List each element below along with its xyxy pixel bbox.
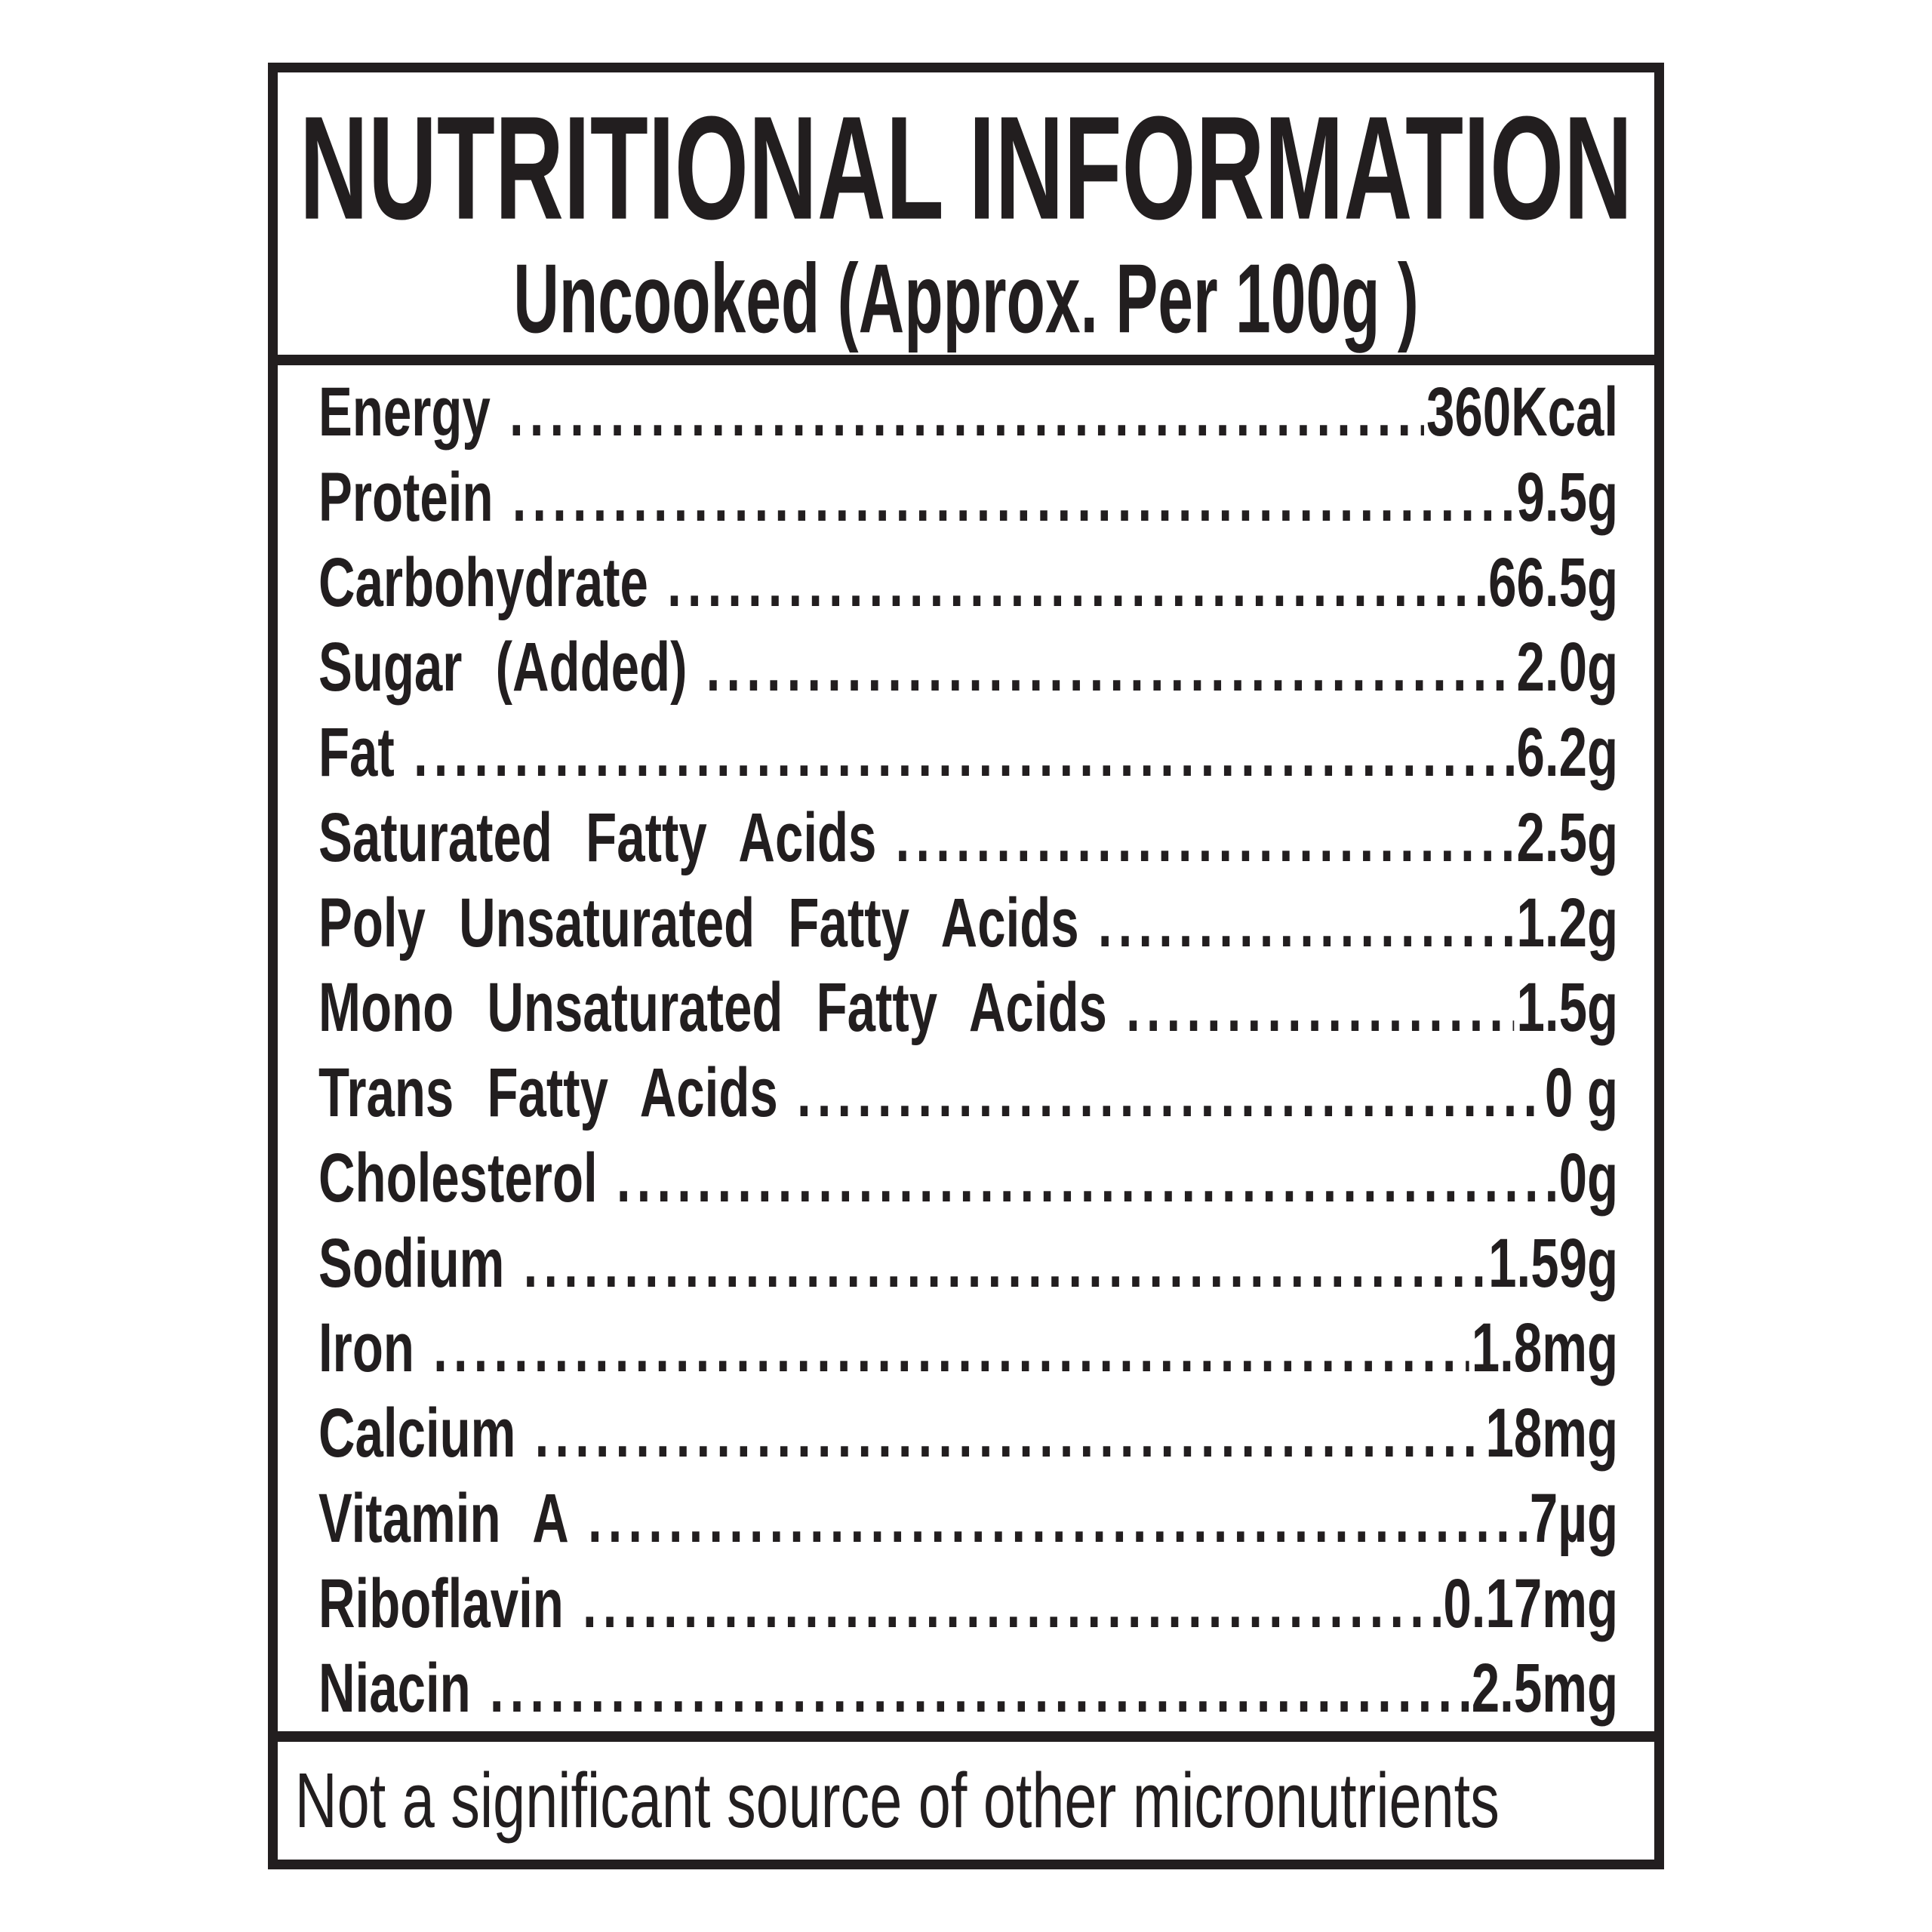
dotted-leader: ........................................… <box>667 547 1486 617</box>
nutrient-label: Vitamin A <box>318 1479 569 1557</box>
nutrient-value: 1.2g <box>1516 884 1619 961</box>
nutrient-row: Saturated Fatty Acids ..................… <box>318 789 1618 887</box>
label-footer: Not a significant source of other micron… <box>278 1742 1654 1860</box>
dotted-leader: ........................................… <box>616 1143 1556 1214</box>
nutrient-row: Sodium .................................… <box>318 1214 1618 1312</box>
nutrient-row: Trans Fatty Acids ......................… <box>318 1044 1618 1143</box>
nutrient-label: Cholesterol <box>318 1139 598 1217</box>
nutrient-value: 1.59g <box>1488 1224 1619 1302</box>
nutrient-label: Saturated Fatty Acids <box>318 798 877 876</box>
nutrient-label: Calcium <box>318 1394 516 1472</box>
nutrient-label: Sodium <box>318 1224 505 1302</box>
nutrient-label: Poly Unsaturated Fatty Acids <box>318 884 1079 961</box>
nutrition-label-box: NUTRITIONAL INFORMATION Uncooked (Approx… <box>268 63 1664 1869</box>
nutrient-value: 18mg <box>1485 1394 1619 1472</box>
nutrient-value: 360Kcal <box>1426 373 1619 451</box>
dotted-leader: ........................................… <box>509 377 1424 448</box>
nutrient-table: Energy .................................… <box>278 365 1654 1742</box>
dotted-leader: ........................................… <box>489 1654 1469 1724</box>
nutrient-value: 0 g <box>1544 1054 1619 1131</box>
nutrient-row: Cholesterol ............................… <box>318 1129 1618 1227</box>
nutrient-value: 9.5g <box>1516 458 1619 536</box>
nutrient-label: Niacin <box>318 1649 471 1727</box>
nutrient-row: Mono Unsaturated Fatty Acids ...........… <box>318 959 1618 1057</box>
nutrient-row: Vitamin A ..............................… <box>318 1469 1618 1567</box>
dotted-leader: ........................................… <box>512 463 1515 533</box>
dotted-leader: ........................................… <box>583 1568 1441 1638</box>
nutrient-row: Iron ...................................… <box>318 1300 1618 1398</box>
nutrient-label: Mono Unsaturated Fatty Acids <box>318 968 1107 1047</box>
nutrient-label: Riboflavin <box>318 1564 564 1642</box>
nutrient-row: Protein ................................… <box>318 448 1618 546</box>
dotted-leader: ........................................… <box>587 1484 1527 1554</box>
nutrient-value: 1.5g <box>1516 968 1619 1047</box>
nutrient-value: 66.5g <box>1488 543 1619 621</box>
nutrient-value: 6.2g <box>1516 713 1619 791</box>
dotted-leader: ........................................… <box>534 1398 1484 1469</box>
dotted-leader: ........................................… <box>1097 888 1515 958</box>
nutrient-row: Sugar (Added) ..........................… <box>318 619 1618 717</box>
nutrient-row: Energy .................................… <box>318 365 1618 461</box>
nutrient-row: Riboflavin .............................… <box>318 1555 1618 1653</box>
nutrient-value: 1.8mg <box>1471 1309 1619 1387</box>
dotted-leader: ........................................… <box>523 1228 1486 1298</box>
nutrient-value: 2.0g <box>1516 628 1619 706</box>
dotted-leader: ........................................… <box>414 718 1514 788</box>
nutrient-label: Iron <box>318 1309 414 1387</box>
nutrient-label: Sugar (Added) <box>318 628 688 706</box>
dotted-leader: ........................................… <box>895 803 1515 873</box>
nutrient-label: Fat <box>318 713 395 791</box>
nutrient-value: 2.5g <box>1516 798 1619 876</box>
dotted-leader: ........................................… <box>796 1058 1543 1128</box>
nutrient-label: Protein <box>318 458 494 536</box>
nutrient-value: 0.17mg <box>1443 1564 1619 1642</box>
nutrient-label: Energy <box>318 373 491 451</box>
dotted-leader: ........................................… <box>1126 973 1514 1043</box>
nutrient-value: 7µg <box>1529 1479 1619 1557</box>
nutrient-row: Poly Unsaturated Fatty Acids ...........… <box>318 874 1618 972</box>
nutrient-row: Carbohydrate ...........................… <box>318 534 1618 632</box>
dotted-leader: ........................................… <box>433 1313 1469 1383</box>
nutrient-value: 2.5mg <box>1471 1649 1619 1727</box>
nutrient-label: Carbohydrate <box>318 543 648 621</box>
label-header: NUTRITIONAL INFORMATION Uncooked (Approx… <box>278 72 1654 365</box>
label-subtitle: Uncooked (Approx. Per 100g ) <box>513 244 1419 354</box>
footer-note: Not a significant source of other micron… <box>294 1757 1500 1844</box>
nutrient-value: 0g <box>1558 1139 1619 1217</box>
nutrient-row: Niacin .................................… <box>318 1640 1619 1731</box>
nutrient-label: Trans Fatty Acids <box>318 1054 778 1131</box>
dotted-leader: ........................................… <box>706 632 1515 703</box>
label-title: NUTRITIONAL INFORMATION <box>299 85 1633 251</box>
nutrient-row: Fat ....................................… <box>318 704 1618 802</box>
nutrient-row: Calcium ................................… <box>318 1385 1618 1483</box>
